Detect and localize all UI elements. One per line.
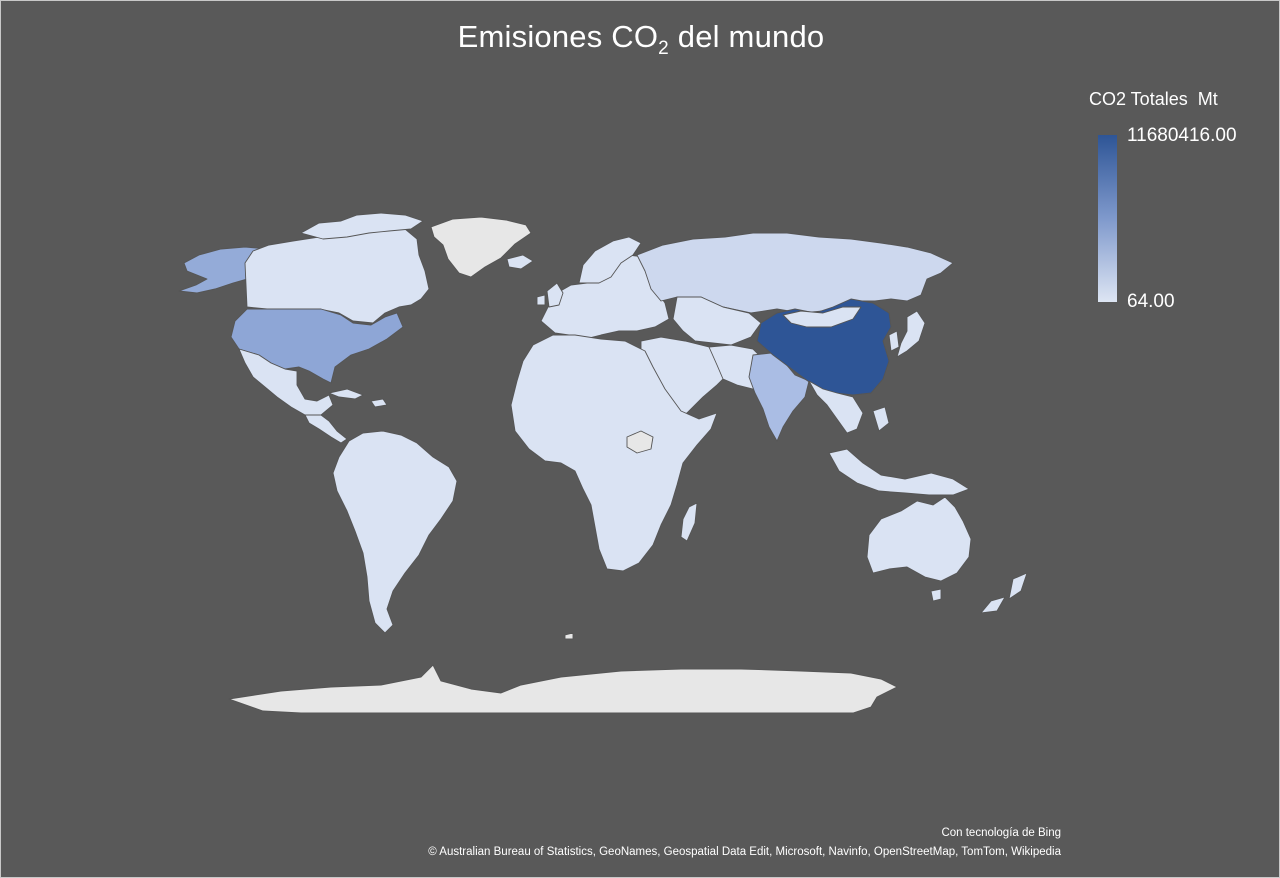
new-zealand[interactable] [980, 572, 1028, 614]
australia[interactable] [866, 496, 972, 582]
central-asia[interactable] [672, 296, 762, 346]
legend-color-scale [1098, 135, 1117, 302]
legend-max-label: 11680416.00 [1127, 125, 1237, 146]
uk-ireland[interactable] [536, 282, 564, 308]
indonesia[interactable] [828, 406, 970, 496]
south-sudan[interactable] [626, 430, 654, 454]
caribbean[interactable] [328, 388, 388, 408]
data-attribution: © Australian Bureau of Statistics, GeoNa… [428, 846, 1061, 858]
antarctica[interactable] [228, 664, 898, 714]
central-america[interactable] [304, 414, 348, 444]
southeast-asia[interactable] [808, 380, 864, 434]
south-america[interactable] [332, 430, 458, 634]
iceland[interactable] [506, 254, 534, 270]
africa[interactable] [510, 334, 718, 572]
canada-islands[interactable] [300, 212, 424, 240]
map-title: Emisiones CO2 del mundo [457, 19, 825, 59]
legend-title: CO2 Totales Mt [1089, 89, 1218, 109]
tasmania[interactable] [930, 588, 942, 602]
bing-credit: Con tecnología de Bing [941, 827, 1061, 839]
greenland[interactable] [430, 216, 532, 278]
madagascar[interactable] [680, 502, 698, 542]
falklands[interactable] [564, 632, 574, 640]
legend-min-label: 64.00 [1127, 291, 1175, 312]
japan[interactable] [888, 310, 926, 358]
mexico[interactable] [238, 348, 334, 416]
scandinavia[interactable] [578, 236, 642, 284]
mongolia[interactable] [782, 306, 862, 328]
alaska[interactable] [178, 246, 268, 294]
